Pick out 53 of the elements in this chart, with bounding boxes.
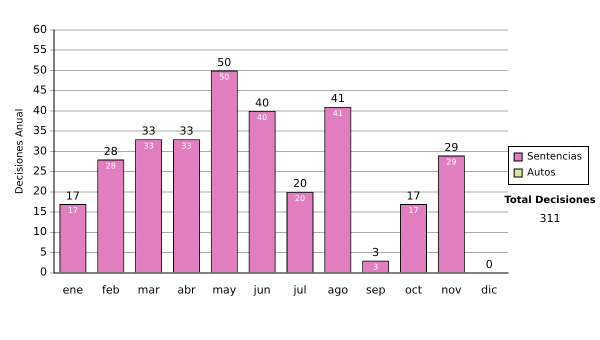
total-label: 40	[255, 96, 270, 110]
y-tick-label: 20	[32, 184, 47, 198]
x-tick-label: mar	[138, 283, 160, 296]
data-label: 33	[181, 141, 192, 150]
text: 311	[538, 212, 562, 225]
y-tick-label: 15	[32, 204, 47, 218]
y-tick-label: 45	[32, 84, 47, 97]
data-label: 33	[144, 141, 154, 150]
total-label: 33	[142, 124, 156, 138]
x-tick-label: dic	[481, 283, 498, 296]
y-axis-title: Decisiones Anual	[14, 108, 26, 194]
x-tick-label: feb	[102, 283, 120, 296]
legend-label: Autos	[527, 168, 556, 179]
data-label: 20	[294, 194, 306, 203]
x-tick-label: sep	[366, 283, 386, 296]
total-label: 17	[406, 189, 421, 202]
x-tick-label: jul	[292, 283, 307, 296]
y-tick-label: 10	[32, 225, 47, 238]
total-label: 20	[292, 177, 307, 190]
x-tick-label: abr	[177, 283, 196, 296]
y-tick-label: 30	[32, 144, 47, 158]
y-tick-label: 50	[32, 63, 47, 76]
x-tick-label: ago	[328, 283, 348, 296]
data-label: 28	[106, 162, 116, 171]
data-label: 40	[257, 113, 268, 122]
data-label: 3	[373, 262, 378, 272]
x-tick-label: jun	[252, 283, 271, 296]
total-label: 50	[217, 56, 232, 69]
x-tick-label: oct	[404, 283, 423, 296]
total-label: 29	[444, 140, 458, 154]
y-tick-label: 40	[32, 104, 47, 117]
total-label: 41	[330, 92, 345, 106]
total-label: 28	[104, 144, 118, 158]
data-label: 17	[408, 206, 419, 216]
total-label: 33	[179, 124, 194, 138]
y-tick-label: 35	[32, 124, 47, 138]
data-label: 29	[446, 158, 456, 167]
y-tick-label: 0	[40, 266, 47, 279]
annotation: Total Decisiones	[503, 195, 597, 206]
data-label: 17	[68, 206, 78, 216]
total-label: 17	[66, 189, 80, 202]
total-label: 3	[372, 246, 380, 260]
x-tick-label: nov	[441, 283, 462, 296]
legend-label: Sentencias	[527, 152, 582, 163]
y-tick-label: 55	[32, 43, 47, 56]
data-label: 50	[219, 72, 230, 82]
x-tick-label: ene	[62, 283, 84, 296]
y-tick-label: 60	[32, 22, 47, 36]
y-tick-label: 25	[32, 164, 47, 178]
total-label: 0	[486, 258, 493, 272]
x-tick-label: may	[212, 283, 237, 296]
data-label: 41	[332, 108, 343, 118]
y-tick-label: 5	[40, 245, 47, 258]
